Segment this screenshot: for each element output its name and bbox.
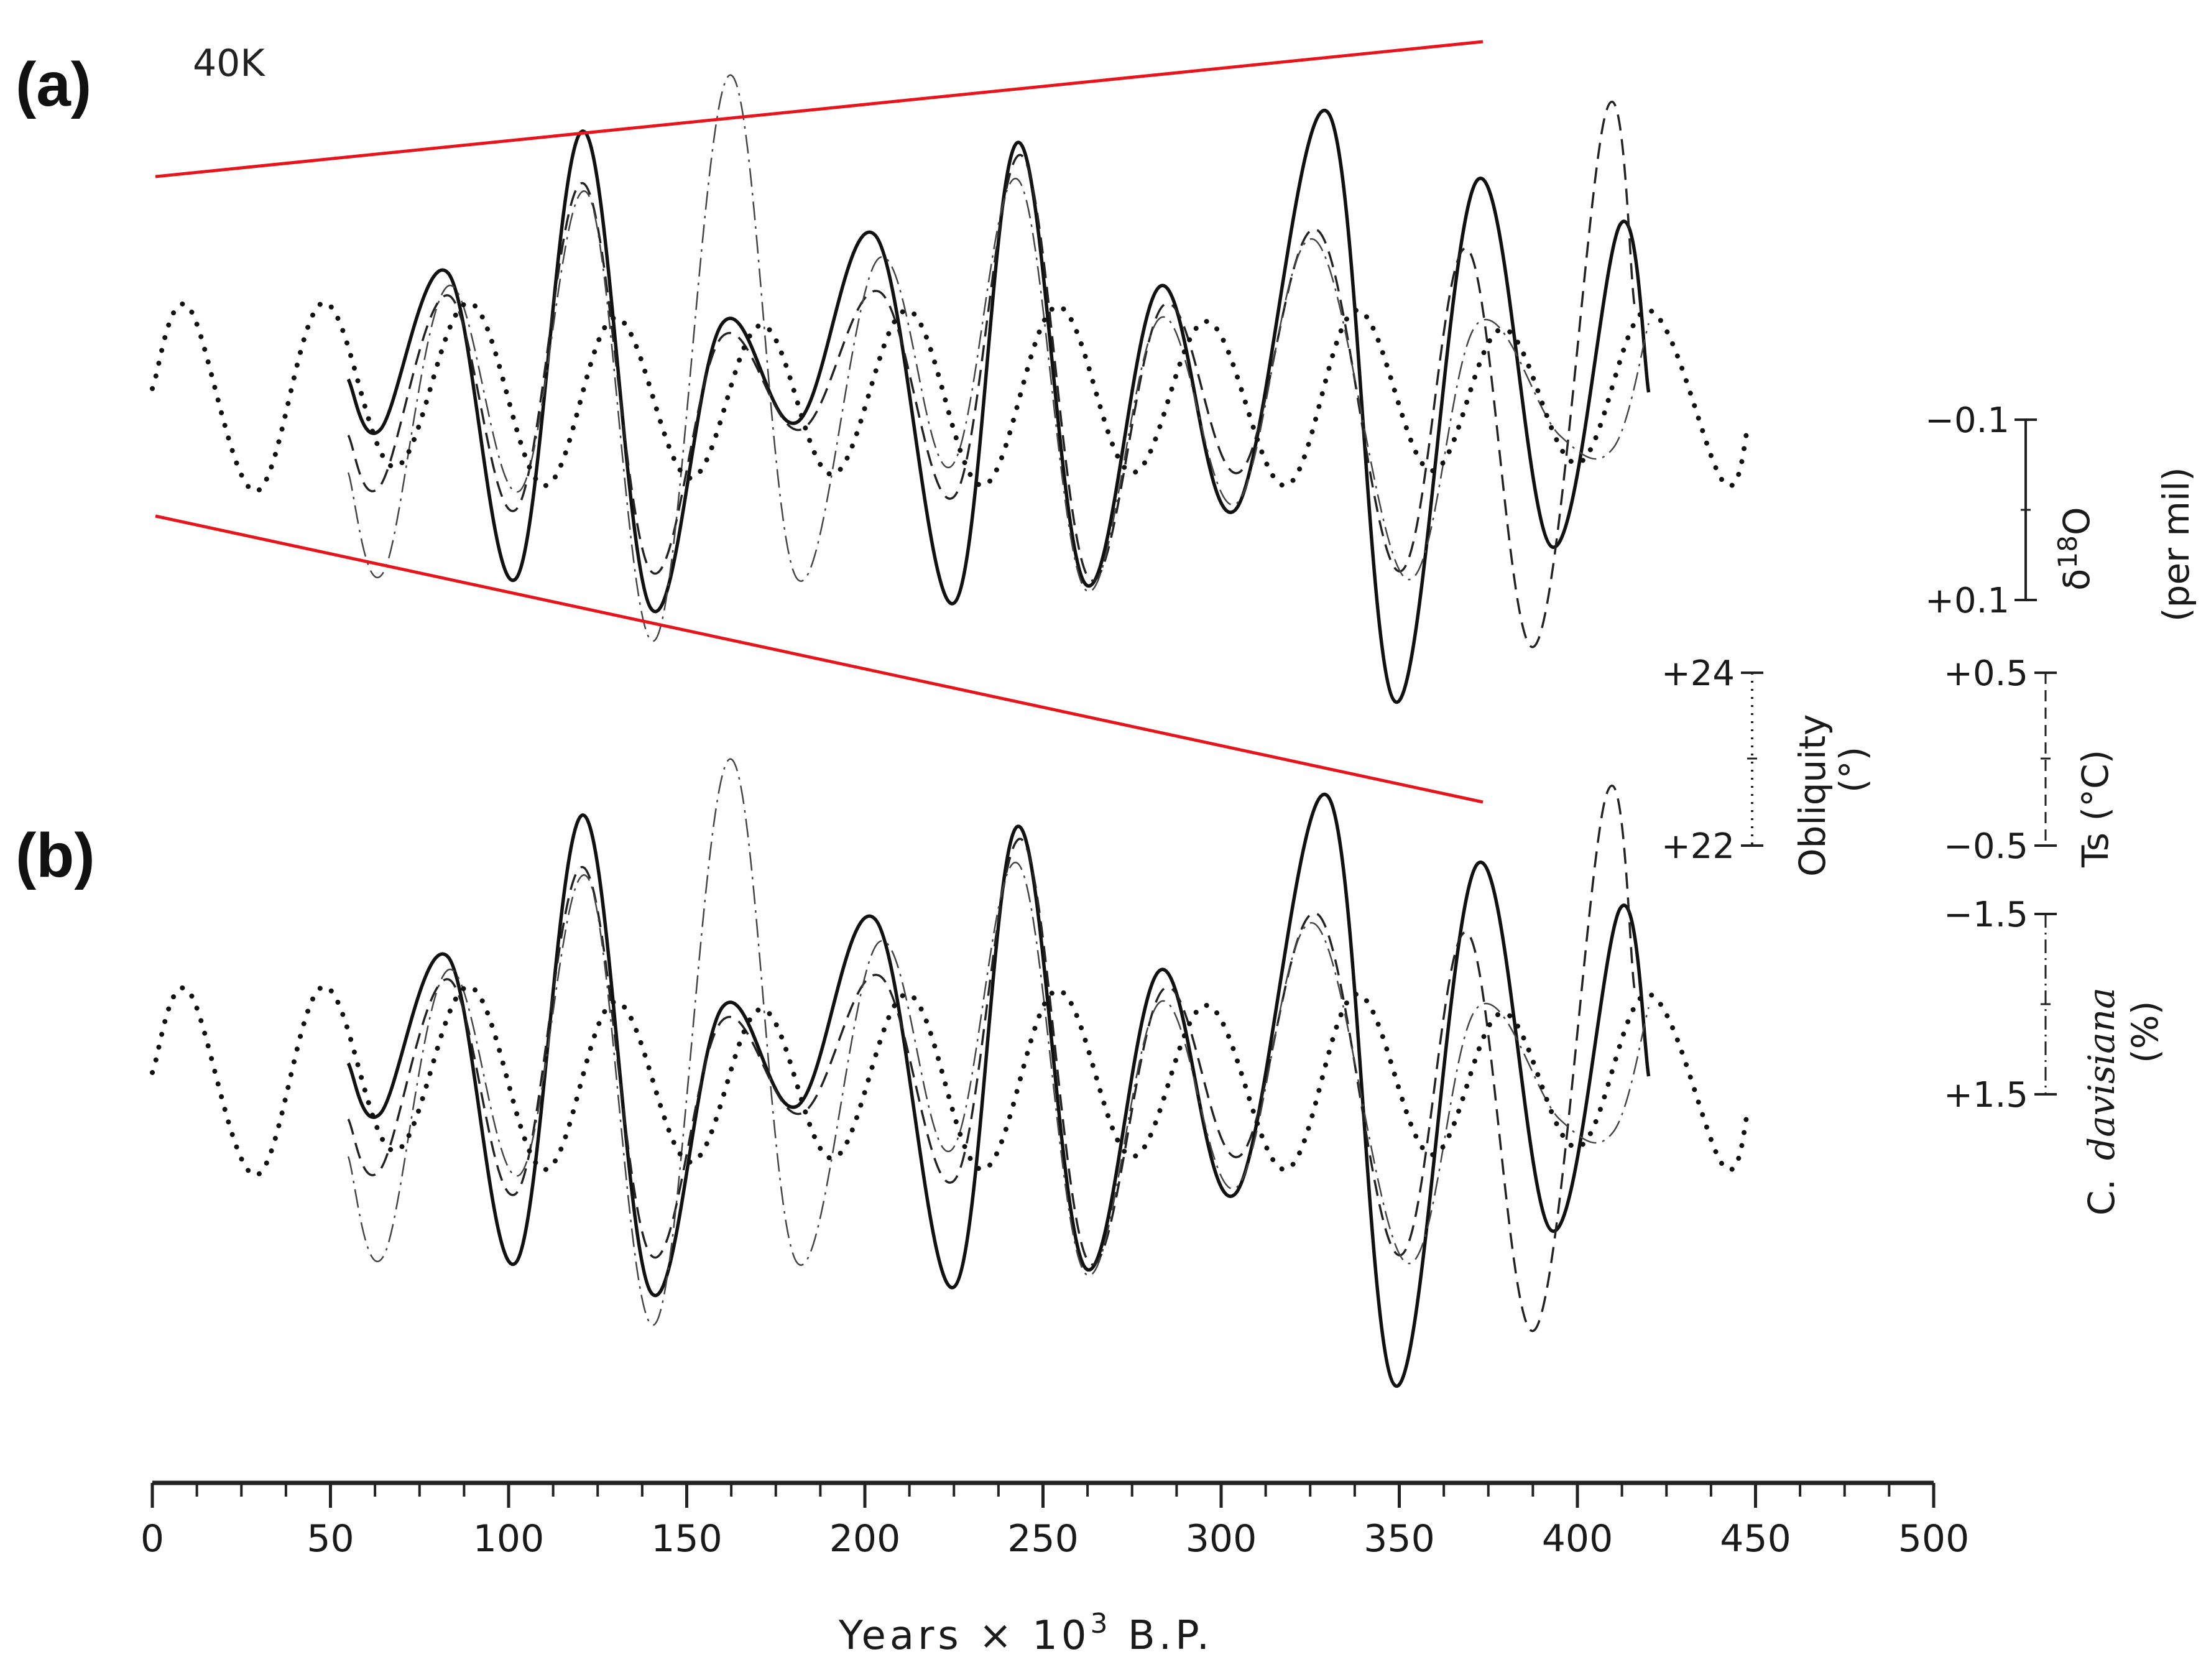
panel-label-a: (a) xyxy=(16,50,91,119)
panel-a-series-dashed-line xyxy=(347,100,1636,648)
x-tick-label: 250 xyxy=(1007,1517,1079,1561)
x-tick-label: 150 xyxy=(651,1517,722,1561)
x-axis-title: Years × 103 B.P. xyxy=(838,1608,1213,1659)
x-tick-label: 400 xyxy=(1542,1517,1613,1561)
scale-davisiana-bottom-label: +1.5 xyxy=(1944,1075,2028,1115)
envelope-lower-line xyxy=(155,514,1484,804)
scale-davisiana-top-label: −1.5 xyxy=(1944,895,2028,935)
panel-b-series-solid-line xyxy=(346,792,1651,1388)
scale-obliquity-units: (°) xyxy=(1832,747,1874,793)
scale-ts: +0.5 −0.5 Ts (°C) xyxy=(1944,653,2116,868)
x-tick-label: 350 xyxy=(1364,1517,1435,1561)
x-tick-label: 200 xyxy=(829,1517,901,1561)
panel-a-series-dashdot-line xyxy=(347,74,1650,642)
scale-d18o-title: δ18O xyxy=(2052,507,2098,591)
scale-d18o: −0.1 +0.1 δ18O (per mil) xyxy=(1925,400,2197,622)
scale-obliquity: +24 +22 Obliquity (°) xyxy=(1661,653,1874,877)
x-tick-label: 50 xyxy=(307,1517,354,1561)
panel-b-series-dashed-line xyxy=(347,784,1636,1332)
x-tick-label: 100 xyxy=(473,1517,545,1561)
scale-d18o-top-label: −0.1 xyxy=(1925,400,2010,441)
x-tick-label: 0 xyxy=(141,1517,164,1561)
panel-a-envelope xyxy=(155,40,1484,804)
x-axis: 0 50 100 150 200 250 300 350 400 450 500 xyxy=(141,1480,1970,1561)
panel-a-series-dotted-line xyxy=(150,300,1751,494)
panel-a-annotation: 40K xyxy=(193,42,265,85)
scale-obliquity-title: Obliquity xyxy=(1791,714,1834,877)
scale-obliquity-bottom-label: +22 xyxy=(1661,826,1735,867)
scale-davisiana: −1.5 +1.5 C.davisiana (%) xyxy=(1944,895,2166,1216)
panel-label-b: (b) xyxy=(16,821,95,890)
panel-b-series-dashdot-line xyxy=(347,758,1650,1326)
panel-a-series-solid-line xyxy=(346,108,1651,704)
x-tick-label: 300 xyxy=(1186,1517,1257,1561)
scale-d18o-units: (per mil) xyxy=(2155,467,2197,622)
scale-davisiana-units: (%) xyxy=(2124,1001,2166,1063)
envelope-upper-line xyxy=(155,40,1484,178)
scale-ts-title: Ts (°C) xyxy=(2074,750,2116,868)
scale-ts-top-label: +0.5 xyxy=(1944,653,2028,694)
scale-obliquity-top-label: +24 xyxy=(1661,653,1735,694)
panel-b-plot xyxy=(150,758,1751,1388)
x-tick-label: 500 xyxy=(1898,1517,1970,1561)
x-tick-label: 450 xyxy=(1720,1517,1791,1561)
scale-davisiana-title: C.davisiana xyxy=(2080,987,2123,1216)
panel-a-plot xyxy=(150,74,1751,704)
scale-d18o-bottom-label: +0.1 xyxy=(1925,581,2010,621)
scale-ts-bottom-label: −0.5 xyxy=(1944,826,2028,867)
panel-b-series-dotted-line xyxy=(150,984,1751,1178)
